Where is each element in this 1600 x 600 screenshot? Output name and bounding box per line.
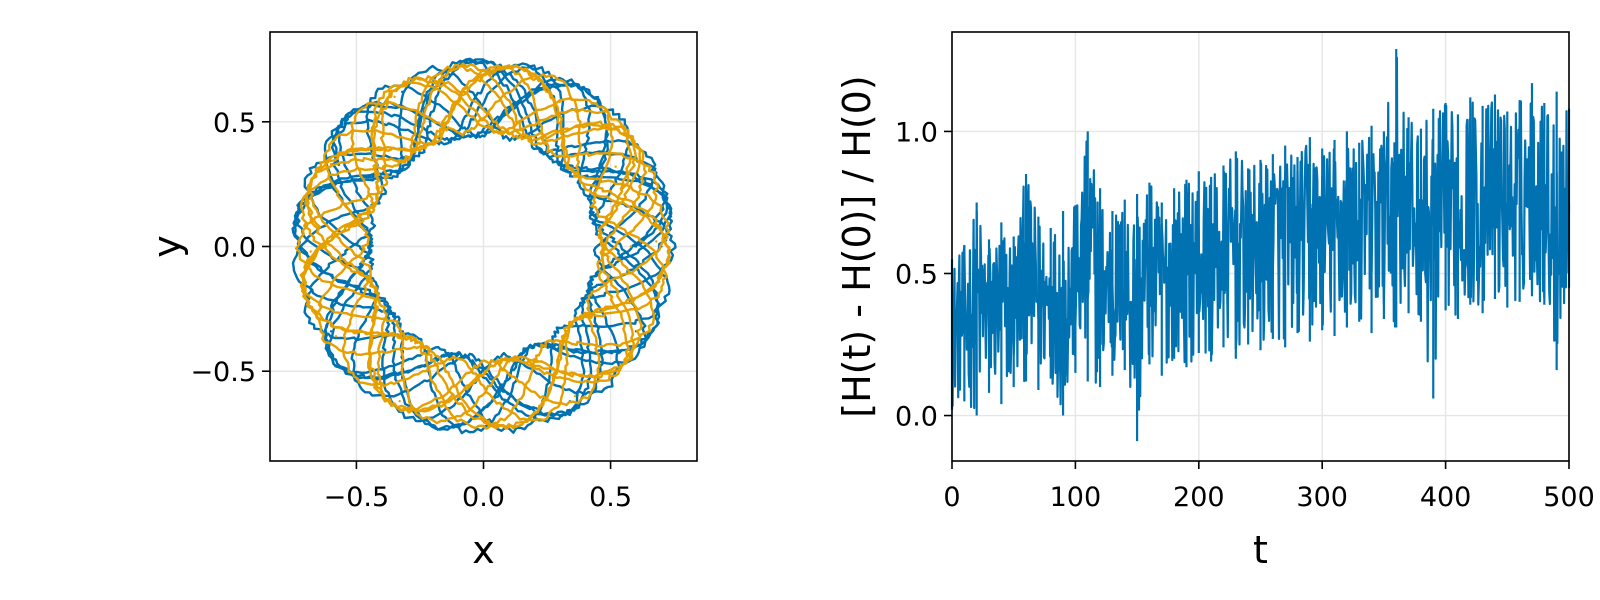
energy-plot-y-tick-label: 1.0 <box>895 117 938 148</box>
phase-plot-x-tick-label: 0.0 <box>462 482 505 513</box>
energy-plot-ticks: 0 100 200 300 400 500 0.0 0.5 1.0 <box>895 117 1595 513</box>
phase-plot-trajectories <box>291 57 677 435</box>
trajectory-point <box>390 394 394 398</box>
phase-plot-y-tick-label: 0.0 <box>213 233 256 264</box>
trajectory-point <box>393 95 396 99</box>
trajectory-point <box>573 394 577 398</box>
trajectory-point <box>629 325 633 328</box>
trajectory-point <box>614 165 617 168</box>
phase-plot-y-tick-label: 0.5 <box>213 108 256 139</box>
trajectory-point <box>558 100 561 104</box>
trajectory-point <box>477 75 480 79</box>
trajectory-point <box>400 90 404 94</box>
trajectory-point <box>398 399 401 403</box>
trajectory-series-2 <box>294 62 671 430</box>
phase-plot-y-tick-label: −0.5 <box>190 357 256 388</box>
energy-plot-x-tick-label: 500 <box>1543 482 1595 513</box>
energy-plot-frame <box>951 31 1570 462</box>
trajectory-point <box>329 162 333 166</box>
trajectory-point <box>629 245 633 248</box>
phase-plot: −0.5 0.0 0.5 −0.5 0.0 0.5 x y <box>145 31 698 572</box>
energy-plot-x-tick-label: 400 <box>1420 482 1472 513</box>
energy-plot-y-axis-label: [H(t) - H(0)] / H(0) <box>835 75 879 417</box>
trajectory-series-1 <box>291 57 677 435</box>
phase-plot-x-tick-label: −0.5 <box>324 482 390 513</box>
phase-plot-x-axis-label: x <box>472 528 495 572</box>
trajectory-point <box>334 335 338 338</box>
phase-plot-ticks: −0.5 0.0 0.5 −0.5 0.0 0.5 <box>190 108 632 513</box>
energy-plot-x-tick-label: 300 <box>1296 482 1348 513</box>
energy-plot-y-tick-label: 0.0 <box>895 402 938 433</box>
energy-plot-x-axis-label: t <box>1253 528 1268 572</box>
trajectory-point <box>634 245 638 248</box>
energy-plot: 0 100 200 300 400 500 0.0 0.5 1.0 t [H(t) - H(0)… <box>835 31 1595 572</box>
energy-plot-series <box>950 49 1571 442</box>
phase-plot-y-axis-label: y <box>145 235 189 258</box>
phase-plot-x-tick-label: 0.5 <box>589 482 632 513</box>
trajectory-point <box>622 170 625 173</box>
energy-plot-x-tick-label: 200 <box>1173 482 1225 513</box>
trajectory-point <box>329 330 333 333</box>
energy-plot-y-tick-label: 0.5 <box>895 259 938 290</box>
trajectory-point <box>487 419 490 423</box>
trajectory-point <box>304 240 307 243</box>
trajectory-point <box>655 240 658 243</box>
energy-plot-x-tick-label: 100 <box>1050 482 1102 513</box>
energy-plot-x-tick-label: 0 <box>943 482 960 513</box>
trajectory-point <box>309 250 312 253</box>
